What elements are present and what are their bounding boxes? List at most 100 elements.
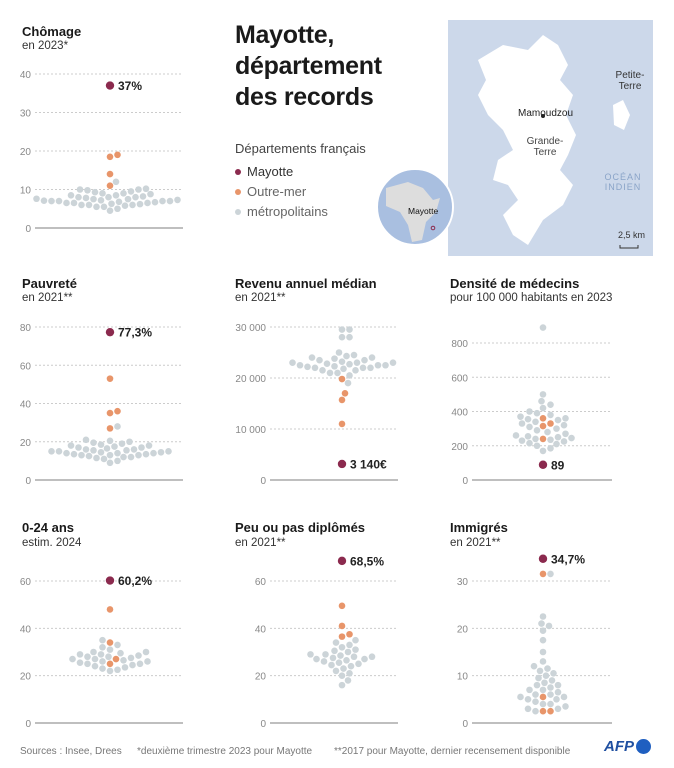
tick-label: 60	[255, 577, 267, 588]
metropolitain-point	[99, 636, 106, 644]
metropolitain-point	[547, 436, 554, 444]
tick-label: 20	[255, 672, 267, 683]
metropolitain-point	[328, 661, 335, 669]
metropolitain-point	[132, 193, 139, 201]
outre-mer-point	[106, 375, 114, 382]
metropolitain-point	[136, 660, 144, 668]
metropolitain-point	[332, 639, 340, 646]
chart-title: Densité de médecins	[450, 276, 580, 291]
mayotte-point	[337, 556, 347, 566]
metropolitain-point	[539, 686, 547, 694]
tick-label: 60	[20, 361, 32, 372]
chart-title: Peu ou pas diplômés	[235, 520, 366, 535]
outre-mer-point	[547, 707, 554, 715]
outre-mer-point	[341, 390, 349, 397]
metropolitain-point	[127, 453, 135, 461]
tick-label: 40	[255, 624, 267, 635]
metropolitain-point	[313, 655, 320, 663]
metropolitain-point	[135, 652, 142, 659]
metropolitain-point	[560, 438, 568, 445]
mamoudzou-marker	[541, 114, 545, 118]
metropolitain-point	[307, 651, 314, 658]
metropolitain-point	[85, 452, 93, 460]
metropolitain-point	[135, 186, 142, 193]
chart-subtitle: en 2023*	[22, 40, 69, 52]
metropolitain-point	[544, 428, 551, 436]
metropolitain-point	[548, 677, 556, 684]
tick-label: 0	[25, 476, 31, 487]
metropolitain-point	[562, 430, 569, 438]
tick-label: 20	[20, 672, 32, 683]
metropolitain-point	[547, 411, 554, 419]
metropolitain-point	[67, 442, 75, 449]
metropolitain-point	[547, 401, 554, 408]
metropolitain-point	[538, 397, 545, 405]
tick-label: 40	[20, 624, 32, 635]
metropolitain-point	[120, 453, 127, 461]
metropolitain-point	[541, 679, 548, 687]
metropolitain-point	[91, 662, 99, 670]
metropolitain-point	[526, 423, 533, 431]
metropolitain-point	[124, 195, 132, 203]
metropolitain-point	[97, 448, 105, 456]
metropolitain-point	[367, 364, 374, 372]
metropolitain-point	[114, 641, 121, 649]
dot-icon	[235, 208, 241, 215]
title-line: des records	[235, 83, 374, 111]
outre-mer-point	[338, 375, 346, 383]
metropolitain-point	[533, 681, 541, 689]
metropolitain-point	[129, 661, 136, 669]
metropolitain-point	[539, 658, 547, 665]
metropolitain-point	[157, 448, 165, 456]
metropolitain-point	[82, 194, 90, 202]
metropolitain-point	[106, 667, 114, 675]
metropolitain-point	[84, 653, 91, 661]
dot-icon	[235, 188, 241, 195]
metropolitain-point	[112, 178, 120, 186]
metropolitain-point	[553, 425, 560, 432]
metropolitain-point	[106, 207, 114, 214]
outre-mer-point	[112, 655, 120, 663]
sources-note: Sources : Insee, Drees	[20, 746, 122, 757]
metropolitain-point	[130, 446, 138, 453]
metropolitain-point	[524, 705, 532, 713]
metropolitain-point	[105, 653, 112, 661]
mayotte-point	[105, 81, 115, 90]
metropolitain-point	[114, 449, 121, 457]
metropolitain-point	[85, 201, 93, 209]
chart-subtitle: pour 100 000 habitants en 2023	[450, 292, 613, 304]
metropolitain-point	[78, 201, 85, 209]
tick-label: 0	[462, 476, 468, 487]
metropolitain-point	[524, 696, 532, 703]
outre-mer-point	[106, 660, 114, 668]
metropolitain-point	[120, 190, 127, 197]
metropolitain-point	[114, 666, 121, 674]
footnote-1: *deuxième trimestre 2023 pour Mayotte	[137, 746, 313, 757]
tick-label: 10 000	[235, 425, 266, 436]
metropolitain-point	[112, 191, 120, 199]
metropolitain-point	[532, 698, 539, 705]
chart-subtitle: estim. 2024	[22, 537, 82, 549]
metropolitain-point	[554, 433, 562, 441]
metropolitain-point	[517, 413, 524, 420]
metropolitain-point	[539, 391, 547, 398]
metropolitain-point	[100, 455, 108, 463]
tick-label: 200	[451, 442, 468, 453]
metropolitain-point	[118, 440, 126, 447]
metropolitain-point	[338, 681, 346, 689]
metropolitain-point	[147, 190, 154, 198]
tick-label: 10	[20, 186, 32, 197]
metropolitain-point	[90, 195, 97, 203]
outre-mer-point	[114, 151, 121, 159]
legend-item-metropolitains: métropolitains	[235, 204, 366, 219]
metropolitain-point	[114, 205, 121, 213]
metropolitain-point	[99, 665, 106, 672]
metropolitain-point	[554, 681, 562, 689]
metropolitain-point	[382, 361, 389, 369]
metropolitain-point	[524, 433, 532, 440]
metropolitain-point	[103, 445, 111, 452]
metropolitain-point	[536, 667, 544, 675]
outre-mer-point	[539, 422, 547, 430]
metropolitain-point	[530, 662, 538, 670]
